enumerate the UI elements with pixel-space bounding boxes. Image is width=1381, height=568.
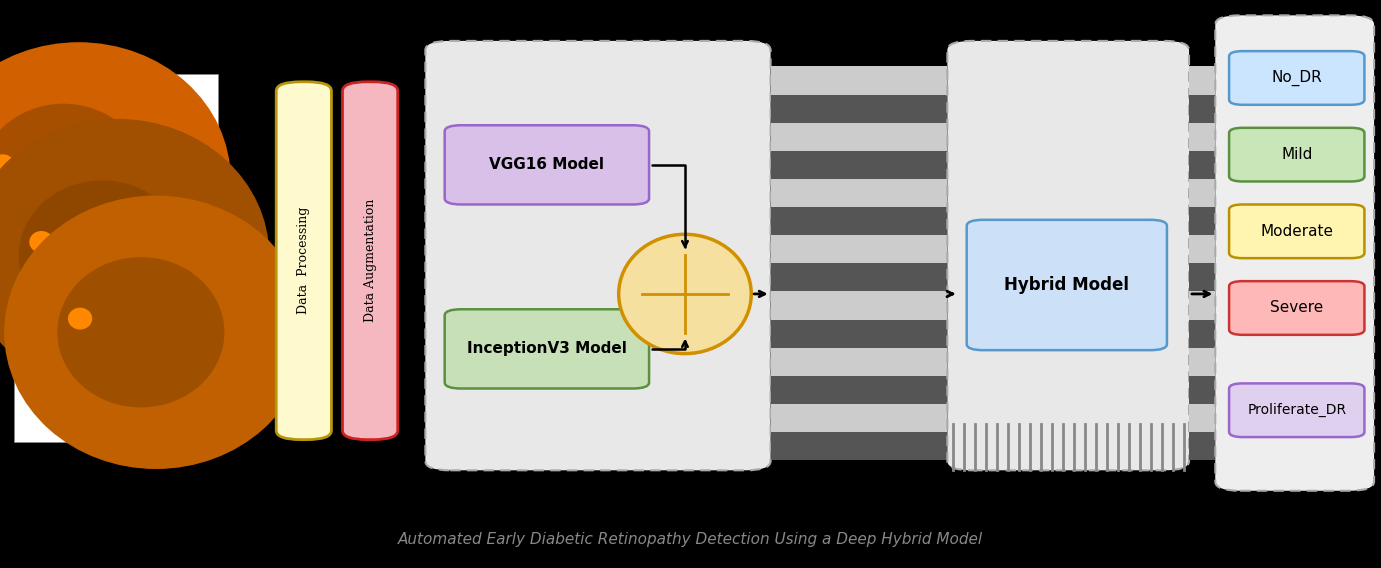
Ellipse shape	[0, 104, 146, 254]
Text: No_DR: No_DR	[1272, 70, 1322, 86]
Ellipse shape	[18, 181, 185, 331]
Bar	[1189, 404, 1215, 432]
FancyBboxPatch shape	[425, 41, 771, 470]
Bar	[1189, 123, 1215, 151]
Text: Data  Processing: Data Processing	[297, 207, 311, 315]
Ellipse shape	[58, 257, 224, 407]
FancyBboxPatch shape	[1229, 383, 1364, 437]
FancyBboxPatch shape	[1229, 128, 1364, 182]
Text: VGG16 Model: VGG16 Model	[489, 157, 605, 172]
FancyBboxPatch shape	[1215, 15, 1374, 491]
Ellipse shape	[4, 195, 308, 469]
Bar	[771, 348, 947, 376]
Bar	[14, 74, 218, 442]
Text: InceptionV3 Model: InceptionV3 Model	[467, 341, 627, 356]
Bar	[1189, 291, 1215, 319]
Bar	[771, 151, 947, 179]
FancyBboxPatch shape	[342, 82, 398, 440]
Bar	[1189, 179, 1215, 207]
Bar	[1189, 207, 1215, 235]
Text: Mild: Mild	[1282, 147, 1312, 162]
Bar	[771, 235, 947, 264]
Bar	[771, 291, 947, 319]
Text: Hybrid Model: Hybrid Model	[1004, 276, 1130, 294]
Bar	[771, 432, 947, 460]
Bar	[1189, 376, 1215, 404]
Bar	[771, 404, 947, 432]
Bar	[1189, 151, 1215, 179]
Ellipse shape	[68, 308, 93, 329]
Ellipse shape	[29, 231, 54, 253]
FancyBboxPatch shape	[445, 125, 649, 204]
FancyBboxPatch shape	[967, 220, 1167, 350]
Ellipse shape	[0, 42, 231, 316]
Text: Moderate: Moderate	[1261, 224, 1333, 239]
Bar	[1189, 432, 1215, 460]
Ellipse shape	[619, 234, 751, 354]
Bar	[771, 66, 947, 94]
Bar	[771, 376, 947, 404]
Ellipse shape	[0, 119, 269, 392]
FancyBboxPatch shape	[1229, 51, 1364, 105]
Bar	[771, 179, 947, 207]
Bar	[1189, 263, 1215, 291]
Bar	[771, 207, 947, 235]
Text: Data Augmentation: Data Augmentation	[363, 199, 377, 323]
Bar	[1189, 319, 1215, 348]
FancyBboxPatch shape	[276, 82, 331, 440]
Bar	[771, 263, 947, 291]
Bar	[1189, 94, 1215, 123]
FancyBboxPatch shape	[445, 309, 649, 389]
Bar	[55, 153, 180, 358]
Bar	[771, 319, 947, 348]
Bar	[1189, 348, 1215, 376]
Bar	[94, 230, 218, 435]
Text: Severe: Severe	[1271, 300, 1323, 315]
Bar	[1189, 66, 1215, 94]
Text: Proliferate_DR: Proliferate_DR	[1247, 403, 1346, 417]
FancyBboxPatch shape	[1229, 281, 1364, 335]
Ellipse shape	[0, 154, 15, 176]
Text: Automated Early Diabetic Retinopathy Detection Using a Deep Hybrid Model: Automated Early Diabetic Retinopathy Det…	[398, 532, 983, 546]
Bar	[771, 94, 947, 123]
Bar	[771, 123, 947, 151]
FancyBboxPatch shape	[1229, 204, 1364, 258]
FancyBboxPatch shape	[947, 41, 1189, 470]
Bar	[17, 77, 141, 281]
Bar	[1189, 235, 1215, 264]
